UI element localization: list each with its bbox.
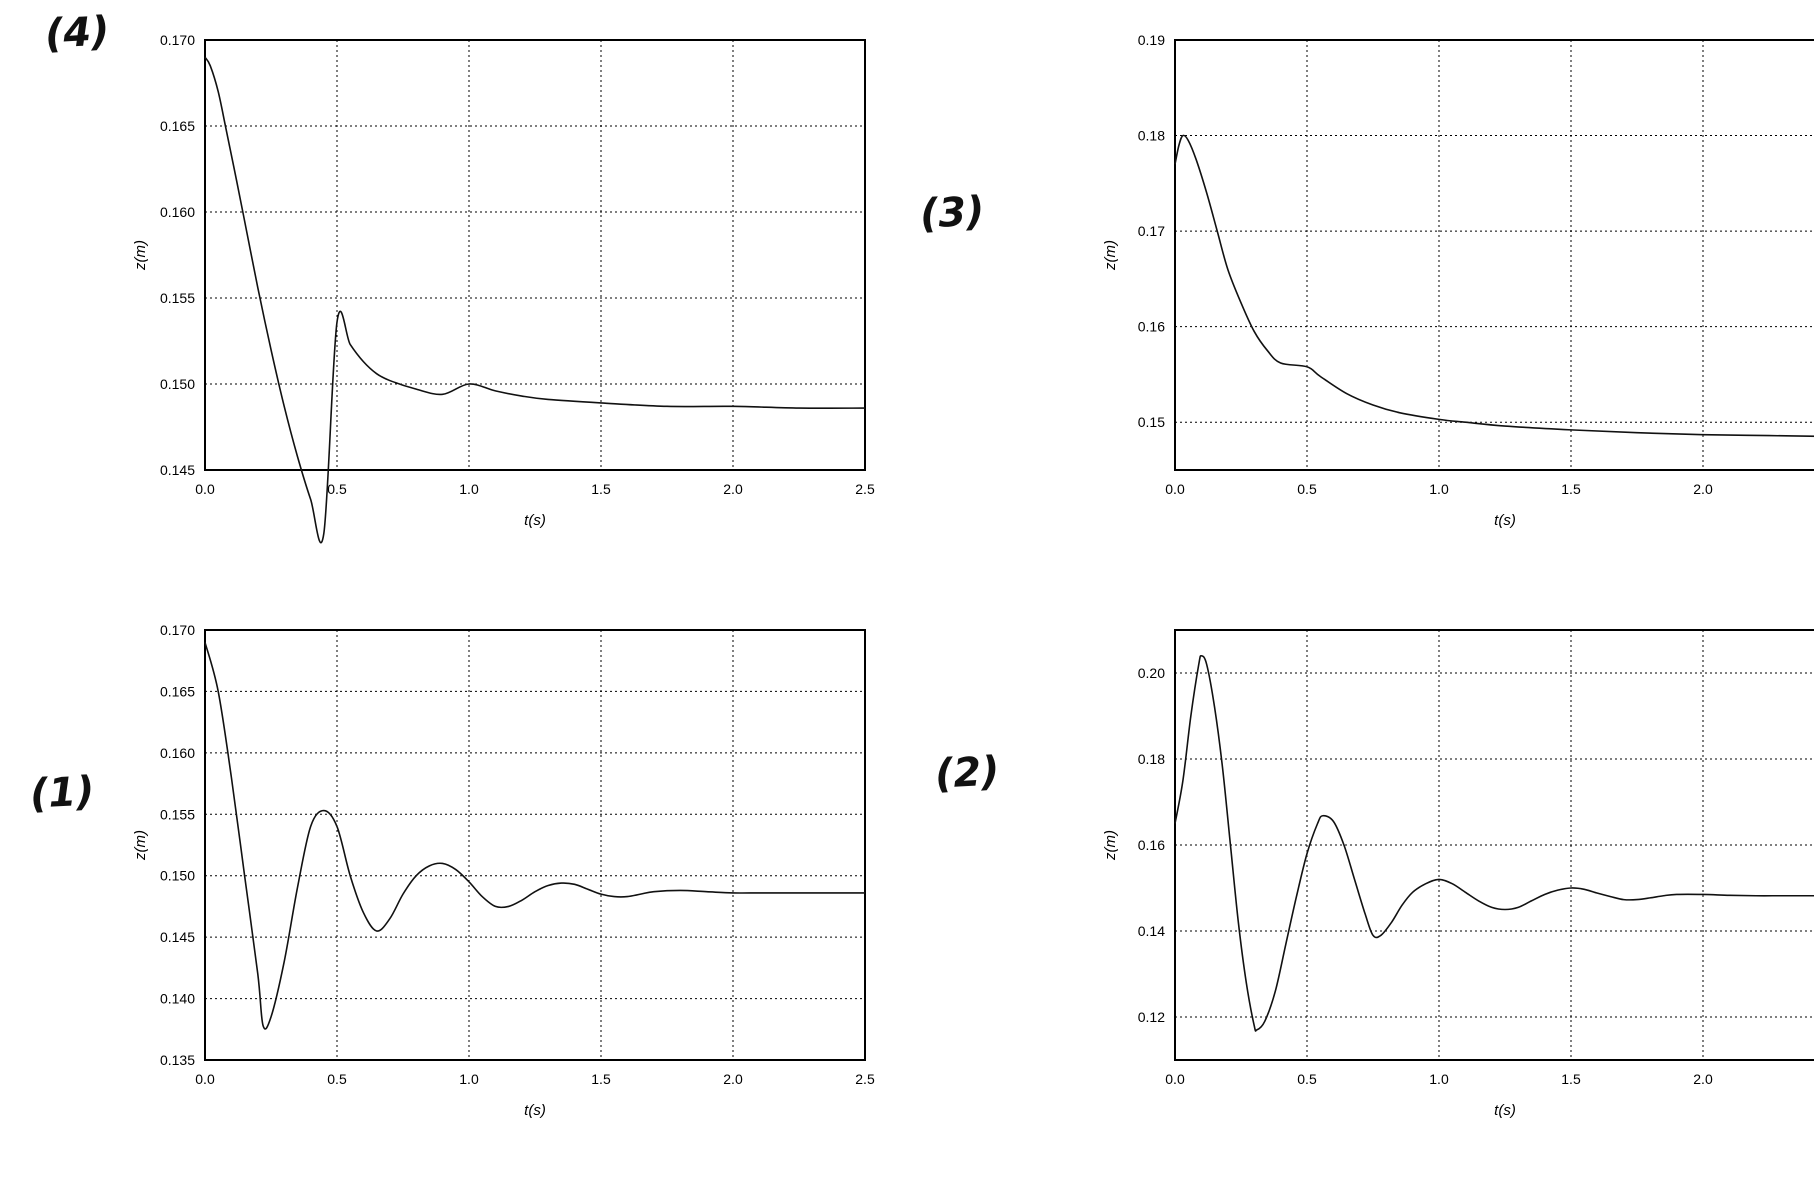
x-tick-label: 1.5 <box>1561 1071 1581 1087</box>
x-tick-label: 0.0 <box>1165 481 1185 497</box>
x-tick-label: 1.0 <box>1429 481 1449 497</box>
y-axis-title: z(m) <box>132 240 149 271</box>
x-axis-title: t(s) <box>524 512 546 529</box>
plot-2-svg: 0.00.51.01.52.02.50.120.140.160.180.20t(… <box>1080 610 1814 1130</box>
x-axis-title: t(s) <box>1494 512 1516 529</box>
x-tick-label: 0.0 <box>1165 1071 1185 1087</box>
chart-plot-3: 0.00.51.01.52.02.50.150.160.170.180.19t(… <box>1080 20 1814 540</box>
x-tick-label: 0.5 <box>327 481 347 497</box>
y-tick-label: 0.170 <box>160 32 195 48</box>
x-tick-label: 0.5 <box>1297 1071 1317 1087</box>
figure-page: (4) (3) (1) (2) 0.0 0.5 1.0 1.5 2.0 2.5 0.145 0… <box>0 0 1814 1191</box>
y-tick-label: 0.18 <box>1138 751 1165 767</box>
y-tick-label: 0.14 <box>1138 923 1165 939</box>
plot-3-svg: 0.00.51.01.52.02.50.150.160.170.180.19t(… <box>1080 20 1814 540</box>
handwritten-label-4: (4) <box>44 8 111 57</box>
y-tick-label: 0.15 <box>1138 414 1165 430</box>
y-tick-label: 0.18 <box>1138 128 1165 144</box>
chart-plot-4: 0.0 0.5 1.0 1.5 2.0 2.5 0.145 0.150 0.155 0.160 0.… <box>110 20 890 540</box>
x-axis-title: t(s) <box>524 1102 546 1119</box>
y-tick-label: 0.140 <box>160 991 195 1007</box>
x-tick-label: 0.5 <box>327 1071 347 1087</box>
y-tick-label: 0.160 <box>160 745 195 761</box>
x-tick-label: 2.0 <box>1693 481 1713 497</box>
y-tick-label: 0.20 <box>1138 665 1165 681</box>
chart-plot-2: 0.00.51.01.52.02.50.120.140.160.180.20t(… <box>1080 610 1814 1130</box>
plot-1-svg: 0.0 0.5 1.0 1.5 2.0 2.5 0.135 0.140 0.145 0.150 0.… <box>110 610 890 1130</box>
y-tick-label: 0.16 <box>1138 319 1165 335</box>
x-axis-title: t(s) <box>1494 1102 1516 1119</box>
y-tick-label: 0.17 <box>1138 223 1165 239</box>
chart-plot-1: 0.0 0.5 1.0 1.5 2.0 2.5 0.135 0.140 0.145 0.150 0.… <box>110 610 890 1130</box>
x-tick-label: 2.5 <box>855 481 875 497</box>
x-tick-label: 1.0 <box>459 481 479 497</box>
x-tick-label: 1.0 <box>1429 1071 1449 1087</box>
handwritten-label-2: (2) <box>934 748 1001 797</box>
x-tick-label: 1.5 <box>591 1071 611 1087</box>
y-tick-label: 0.145 <box>160 929 195 945</box>
x-tick-label: 2.5 <box>855 1071 875 1087</box>
y-tick-label: 0.170 <box>160 622 195 638</box>
y-tick-label: 0.155 <box>160 290 195 306</box>
x-tick-label: 0.0 <box>195 481 215 497</box>
y-axis-title: z(m) <box>1102 240 1119 271</box>
x-tick-label: 1.5 <box>1561 481 1581 497</box>
handwritten-label-1: (1) <box>29 768 96 817</box>
y-tick-label: 0.160 <box>160 204 195 220</box>
y-axis-title: z(m) <box>1102 830 1119 861</box>
y-tick-label: 0.19 <box>1138 32 1165 48</box>
y-tick-label: 0.150 <box>160 376 195 392</box>
y-tick-label: 0.165 <box>160 683 195 699</box>
x-tick-label: 2.0 <box>723 1071 743 1087</box>
y-tick-label: 0.145 <box>160 462 195 478</box>
x-tick-label: 2.0 <box>1693 1071 1713 1087</box>
y-axis-title: z(m) <box>132 830 149 861</box>
x-tick-label: 1.5 <box>591 481 611 497</box>
plot-4-svg: 0.0 0.5 1.0 1.5 2.0 2.5 0.145 0.150 0.155 0.160 0.… <box>110 20 890 540</box>
y-tick-label: 0.155 <box>160 806 195 822</box>
x-tick-label: 0.5 <box>1297 481 1317 497</box>
handwritten-label-3: (3) <box>919 188 986 237</box>
x-tick-label: 2.0 <box>723 481 743 497</box>
y-tick-label: 0.12 <box>1138 1009 1165 1025</box>
y-tick-label: 0.135 <box>160 1052 195 1068</box>
x-tick-label: 0.0 <box>195 1071 215 1087</box>
y-tick-label: 0.165 <box>160 118 195 134</box>
x-tick-label: 1.0 <box>459 1071 479 1087</box>
y-tick-label: 0.150 <box>160 868 195 884</box>
y-tick-label: 0.16 <box>1138 837 1165 853</box>
